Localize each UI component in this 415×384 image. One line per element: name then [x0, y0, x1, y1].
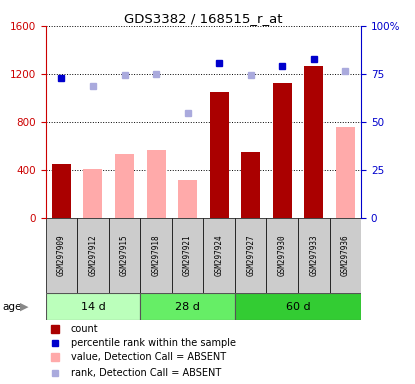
Text: 60 d: 60 d — [286, 302, 310, 312]
Text: rank, Detection Call = ABSENT: rank, Detection Call = ABSENT — [71, 368, 221, 378]
Bar — [273, 83, 292, 218]
Bar — [330, 218, 361, 293]
Text: GSM297921: GSM297921 — [183, 235, 192, 276]
Bar — [115, 154, 134, 218]
Title: GDS3382 / 168515_r_at: GDS3382 / 168515_r_at — [124, 12, 283, 25]
Text: GSM297933: GSM297933 — [309, 235, 318, 276]
Text: GSM297912: GSM297912 — [88, 235, 98, 276]
Bar — [140, 218, 172, 293]
Text: 14 d: 14 d — [81, 302, 105, 312]
Bar — [336, 127, 355, 218]
Bar — [146, 150, 166, 218]
Text: 28 d: 28 d — [175, 302, 200, 312]
Text: GSM297909: GSM297909 — [57, 235, 66, 276]
Text: count: count — [71, 324, 98, 334]
Bar — [266, 218, 298, 293]
Text: age: age — [2, 302, 22, 312]
Text: GSM297918: GSM297918 — [151, 235, 161, 276]
Bar — [178, 180, 197, 218]
Text: GSM297924: GSM297924 — [215, 235, 224, 276]
Bar — [172, 218, 203, 293]
Bar — [235, 293, 361, 320]
Text: GSM297930: GSM297930 — [278, 235, 287, 276]
Text: GSM297915: GSM297915 — [120, 235, 129, 276]
Bar — [203, 218, 235, 293]
Bar — [77, 218, 109, 293]
Bar — [210, 92, 229, 218]
Bar — [235, 218, 266, 293]
Bar — [109, 218, 140, 293]
Text: value, Detection Call = ABSENT: value, Detection Call = ABSENT — [71, 353, 226, 362]
Bar — [298, 218, 330, 293]
Bar — [46, 293, 140, 320]
Text: ▶: ▶ — [20, 302, 28, 312]
Bar — [304, 66, 323, 218]
Text: percentile rank within the sample: percentile rank within the sample — [71, 338, 236, 348]
Bar — [83, 169, 103, 218]
Bar — [46, 218, 77, 293]
Bar — [140, 293, 235, 320]
Text: GSM297927: GSM297927 — [246, 235, 255, 276]
Bar — [241, 152, 260, 218]
Bar — [52, 164, 71, 218]
Text: GSM297936: GSM297936 — [341, 235, 350, 276]
